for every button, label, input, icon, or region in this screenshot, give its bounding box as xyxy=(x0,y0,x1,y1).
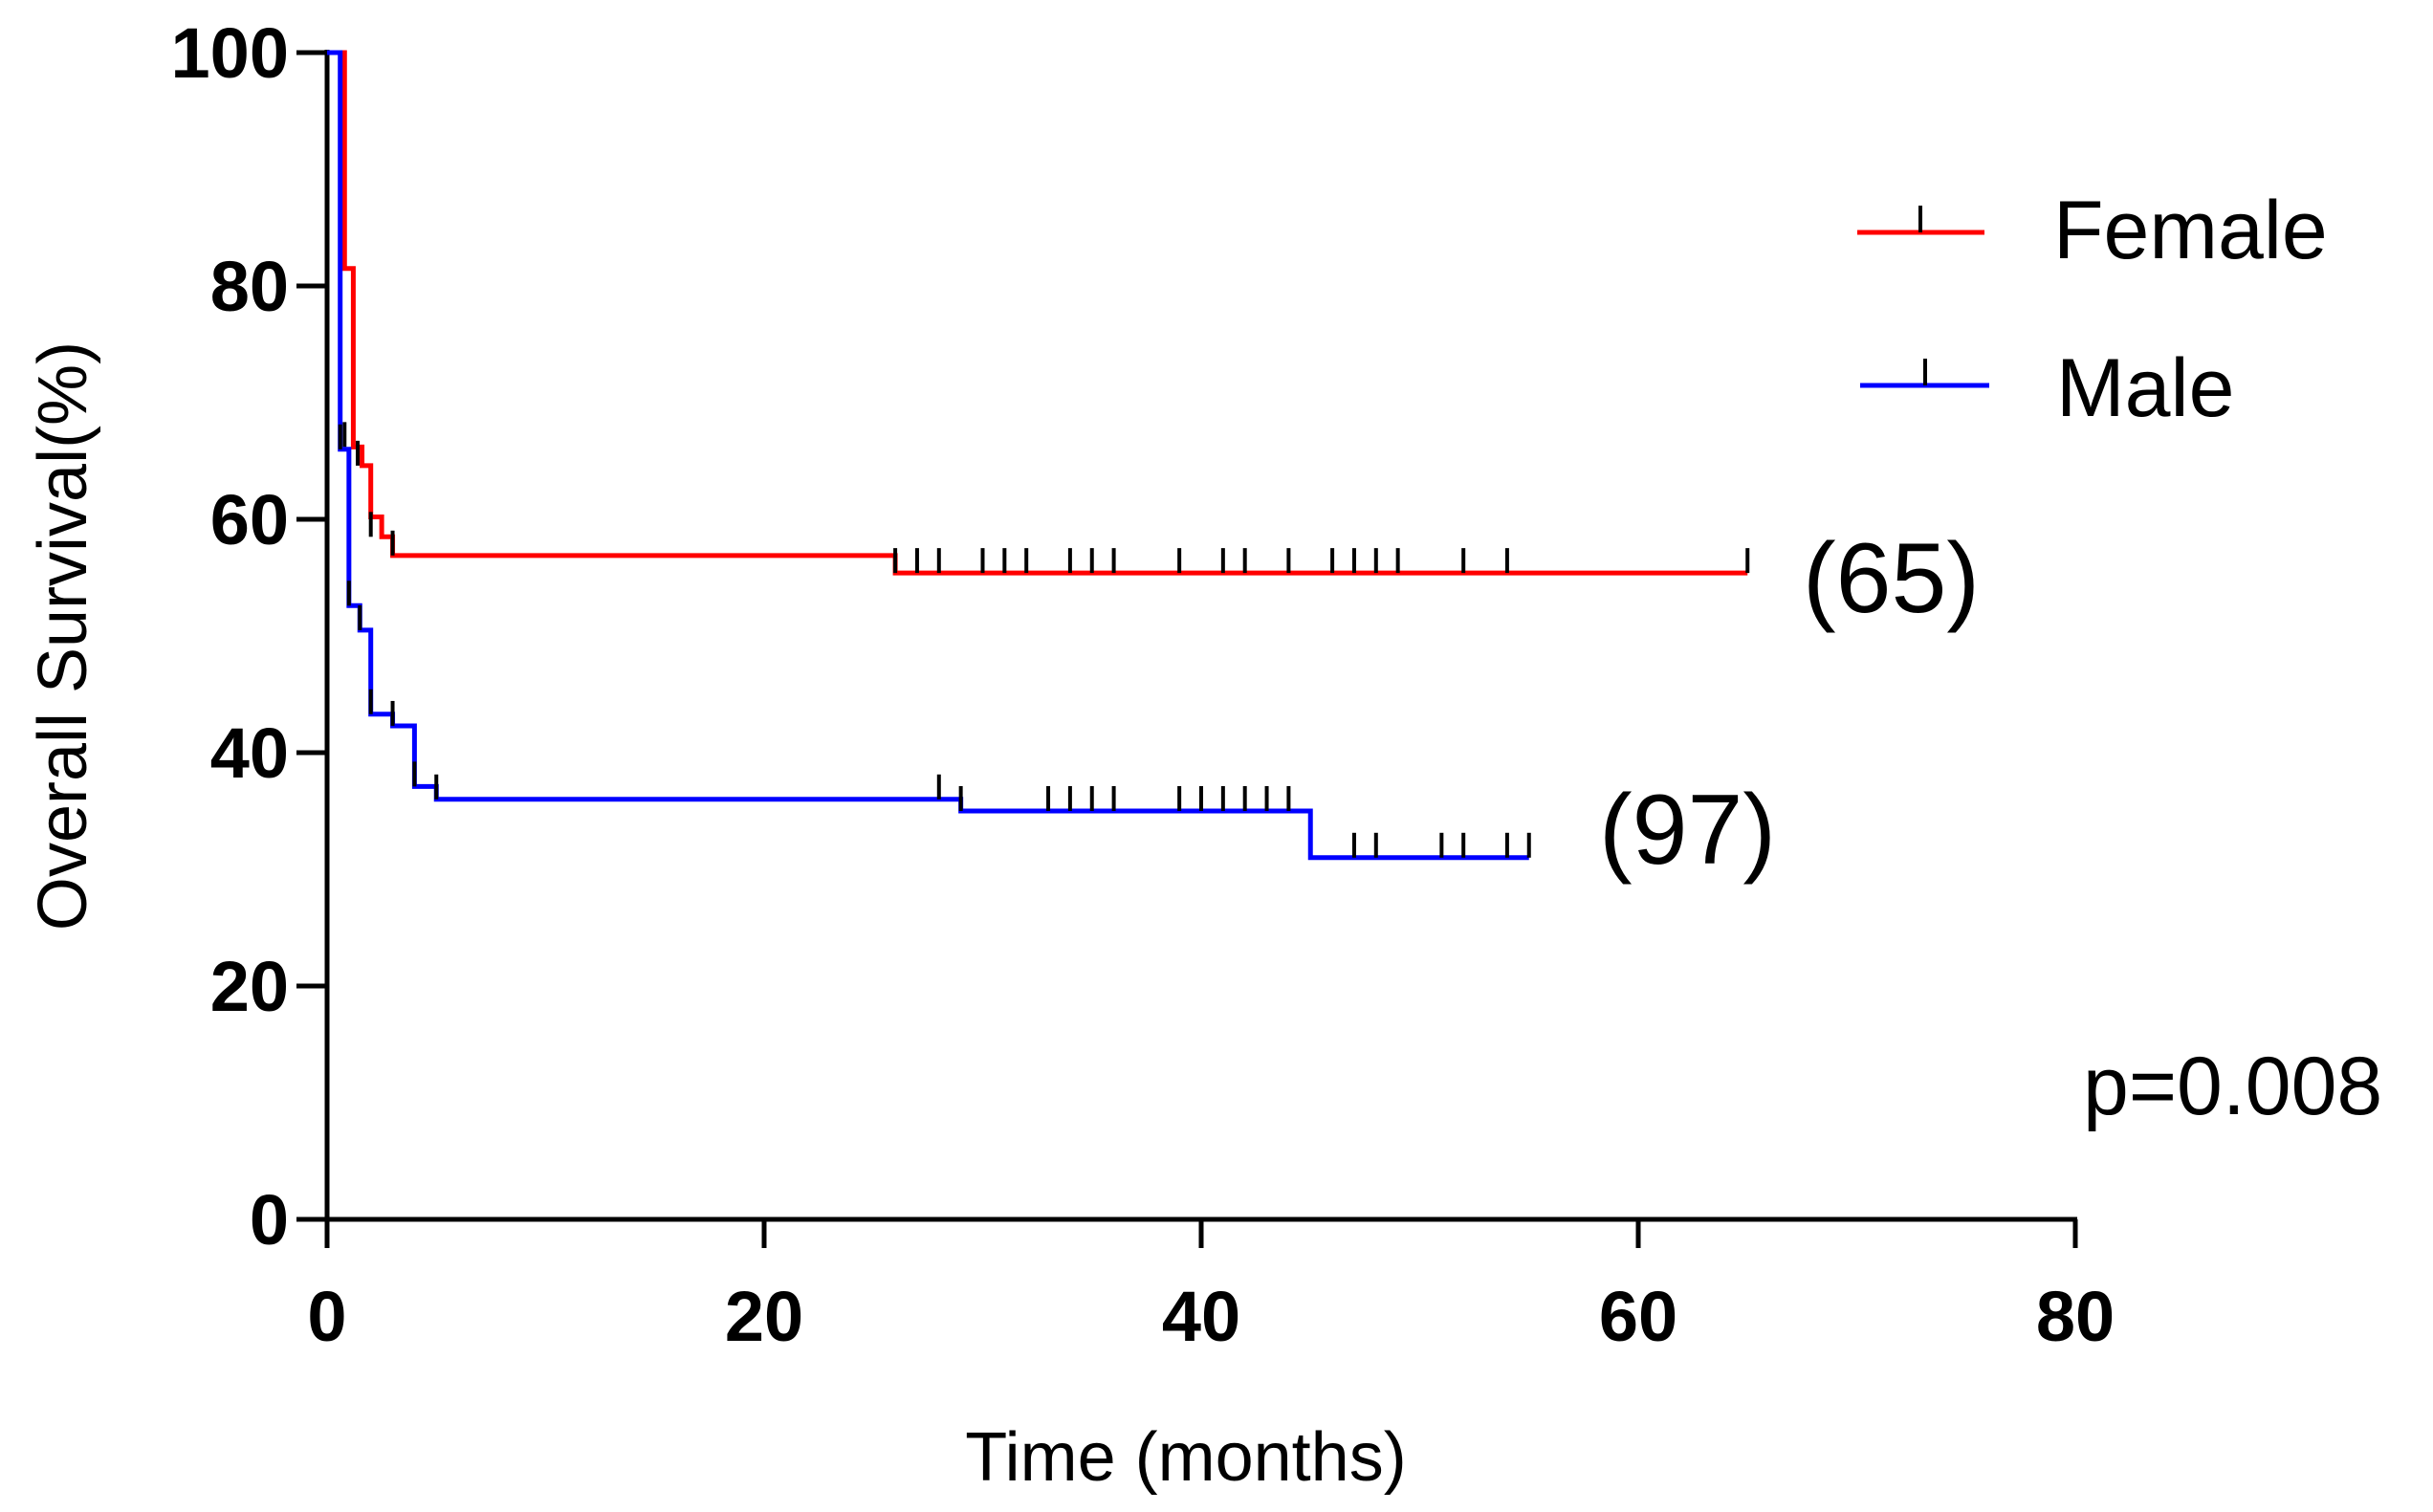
series-line-female xyxy=(327,50,1748,576)
x-tick-label: 0 xyxy=(307,1277,346,1356)
x-tick-label: 40 xyxy=(1162,1277,1240,1356)
y-tick-label: 20 xyxy=(210,947,289,1026)
legend-item-female: Female xyxy=(1857,185,2328,276)
y-tick-label: 80 xyxy=(210,247,289,326)
x-ticks: 0 20 40 60 80 xyxy=(307,1219,2115,1356)
y-tick-label: 0 xyxy=(250,1180,289,1260)
series-layer xyxy=(327,50,1750,861)
n-label-male: (97) xyxy=(1599,775,1776,886)
axes: 0 20 40 60 80 100 0 20 40 60 80 xyxy=(171,13,2115,1356)
x-axis-title: Time (months) xyxy=(965,1419,1406,1496)
legend-female-label: Female xyxy=(2053,185,2328,276)
x-tick-label: 60 xyxy=(1599,1277,1677,1356)
x-tick-label: 80 xyxy=(2036,1277,2115,1356)
y-tick-label: 100 xyxy=(171,13,289,93)
y-axis-title: Overall Survival(%) xyxy=(25,341,101,931)
legend-male-label: Male xyxy=(2056,342,2234,434)
legend: Female Male xyxy=(1857,185,2328,434)
legend-item-male: Male xyxy=(1860,342,2234,434)
y-ticks: 0 20 40 60 80 100 xyxy=(171,13,327,1260)
p-value-annotation: p=0.008 xyxy=(2083,1041,2382,1132)
series-line-male xyxy=(327,50,1529,861)
n-label-female: (65) xyxy=(1803,523,1980,634)
y-tick-label: 60 xyxy=(210,480,289,559)
y-tick-label: 40 xyxy=(210,713,289,793)
x-tick-label: 20 xyxy=(725,1277,803,1356)
